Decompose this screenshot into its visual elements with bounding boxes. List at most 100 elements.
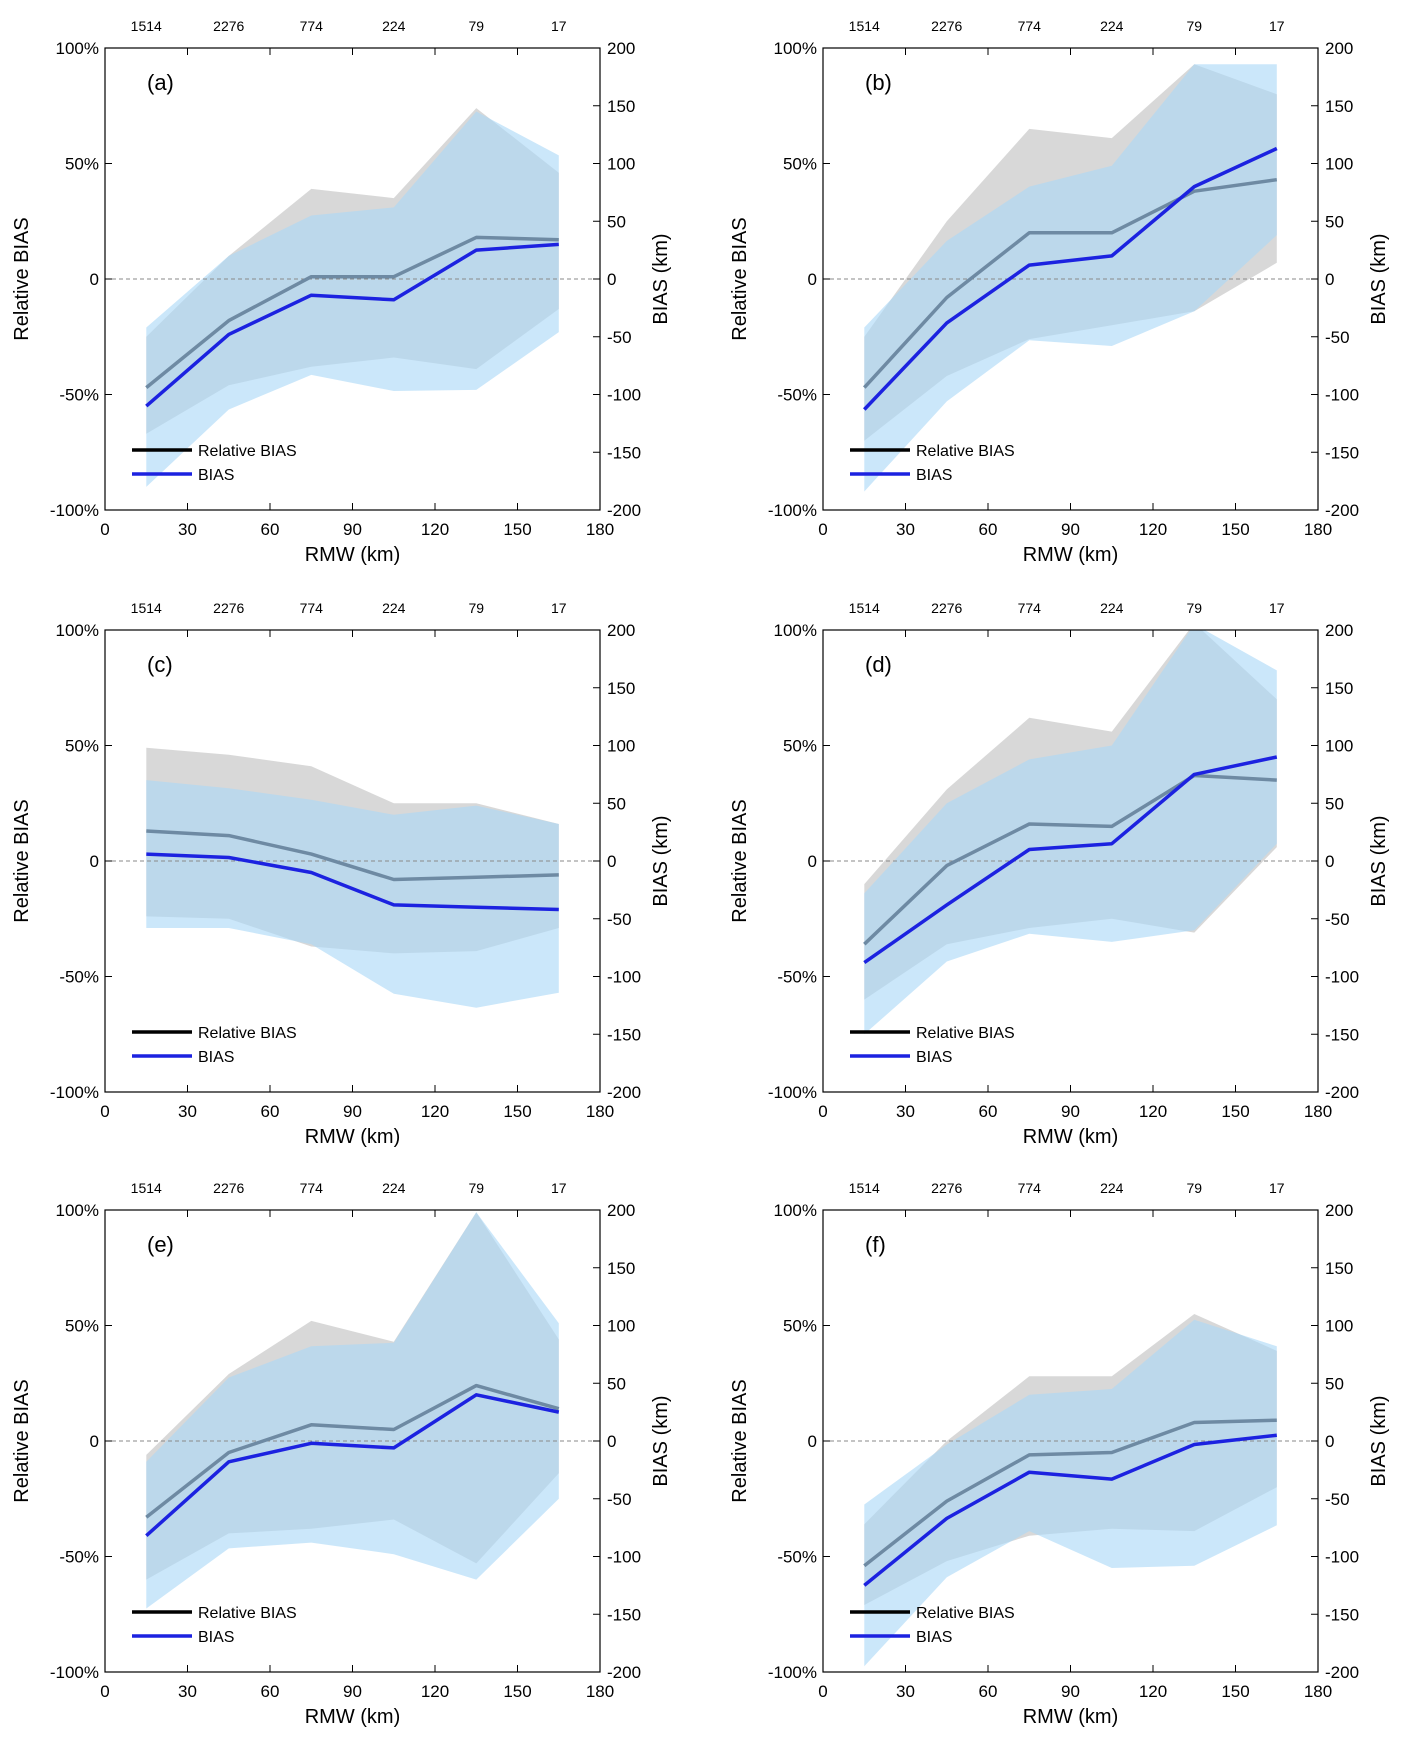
x-tick-label: 150	[1221, 520, 1249, 539]
right-tick-label: -50	[607, 910, 632, 929]
legend-label-bias: BIAS	[916, 467, 952, 484]
top-count-label: 79	[468, 1180, 484, 1196]
left-tick-label: 50%	[65, 155, 99, 174]
x-tick-label: 150	[503, 1102, 531, 1121]
legend: Relative BIAS BIAS	[132, 1605, 297, 1646]
top-count-label: 774	[1018, 18, 1042, 34]
legend-label-relative-bias: Relative BIAS	[198, 443, 297, 460]
top-count-label: 79	[1186, 600, 1202, 616]
top-count-label: 224	[382, 18, 406, 34]
x-tick-label: 30	[896, 1102, 915, 1121]
panel-b: 0 30 60 90 120 150 180 1514 2276 774 224 79 17 100% 50…	[729, 18, 1390, 566]
left-tick-label: -100%	[768, 1083, 817, 1102]
x-tick-label: 120	[421, 1102, 449, 1121]
bias-line	[863, 1433, 1277, 1587]
left-tick-label: 0	[808, 1432, 817, 1451]
bias-band	[864, 630, 1277, 1035]
plot-area	[105, 1212, 600, 1609]
top-count-label: 79	[468, 18, 484, 34]
x-tick-label: 30	[896, 520, 915, 539]
legend: Relative BIAS BIAS	[132, 1025, 297, 1066]
bias-line	[863, 755, 1278, 965]
x-tick-label: 180	[1304, 1682, 1332, 1701]
left-tick-label: 0	[90, 1432, 99, 1451]
x-tick-label: 120	[421, 520, 449, 539]
x-tick-label: 30	[178, 520, 197, 539]
panel-label: (e)	[147, 1232, 174, 1257]
right-tick-label: 200	[607, 621, 635, 640]
relative-bias-line	[145, 1383, 560, 1519]
right-tick-label: 100	[607, 155, 635, 174]
left-tick-label: 0	[90, 852, 99, 871]
right-tick-label: 0	[1325, 1432, 1334, 1451]
top-count-label: 2276	[931, 600, 962, 616]
top-count-label: 774	[1018, 1180, 1042, 1196]
bias-band	[146, 780, 559, 1008]
left-tick-label: 50%	[65, 1317, 99, 1336]
x-tick-label: 90	[1061, 520, 1080, 539]
x-axis-label: RMW (km)	[305, 544, 401, 566]
x-tick-label: 30	[178, 1102, 197, 1121]
right-tick-label: 200	[1325, 1201, 1353, 1220]
right-tick-label: 100	[1325, 737, 1353, 756]
x-tick-label: 60	[979, 1102, 998, 1121]
right-tick-label: 150	[607, 1259, 635, 1278]
top-count-label: 79	[468, 600, 484, 616]
right-tick-label: 0	[1325, 852, 1334, 871]
x-tick-label: 120	[1139, 1102, 1167, 1121]
top-count-label: 2276	[931, 18, 962, 34]
legend: Relative BIAS BIAS	[850, 1605, 1015, 1646]
right-tick-label: -200	[607, 1083, 641, 1102]
right-tick-label: -150	[1325, 1605, 1359, 1624]
left-tick-label: -100%	[768, 1663, 817, 1682]
relative-bias-line	[145, 235, 559, 389]
top-count-label: 224	[1100, 600, 1124, 616]
legend-label-relative-bias: Relative BIAS	[916, 1605, 1015, 1622]
y-axis-label-left: Relative BIAS	[729, 1379, 751, 1502]
bias-line	[863, 146, 1278, 411]
right-tick-label: -200	[607, 501, 641, 520]
panel-label: (f)	[865, 1232, 886, 1257]
left-tick-label: -100%	[768, 501, 817, 520]
y-axis-label-left: Relative BIAS	[729, 217, 751, 340]
left-tick-label: 100%	[774, 1201, 817, 1220]
left-tick-label: 50%	[783, 155, 817, 174]
bias-line	[146, 852, 559, 912]
right-tick-label: -150	[607, 443, 641, 462]
left-tick-label: -50%	[777, 968, 817, 987]
x-tick-label: 0	[818, 520, 827, 539]
top-count-label: 1514	[849, 18, 880, 34]
left-tick-label: 100%	[56, 621, 99, 640]
y-axis-label-right: BIAS (km)	[1368, 1395, 1390, 1486]
legend-label-relative-bias: Relative BIAS	[198, 1025, 297, 1042]
right-tick-label: -200	[607, 1663, 641, 1682]
bias-line	[145, 242, 559, 408]
x-tick-label: 0	[818, 1682, 827, 1701]
right-tick-label: -200	[1325, 1083, 1359, 1102]
x-tick-label: 60	[261, 520, 280, 539]
legend-label-relative-bias: Relative BIAS	[198, 1605, 297, 1622]
right-tick-label: 200	[607, 39, 635, 58]
right-tick-label: -50	[1325, 328, 1350, 347]
right-tick-label: 0	[607, 270, 616, 289]
top-count-label: 2276	[931, 1180, 962, 1196]
legend: Relative BIAS BIAS	[132, 443, 297, 484]
plot-area	[823, 64, 1318, 492]
legend-label-relative-bias: Relative BIAS	[916, 1025, 1015, 1042]
top-count-label: 17	[1269, 18, 1285, 34]
right-tick-label: 0	[607, 852, 616, 871]
y-axis-label-left: Relative BIAS	[11, 217, 33, 340]
right-tick-label: 100	[1325, 155, 1353, 174]
x-tick-label: 150	[1221, 1102, 1249, 1121]
y-axis-label-left: Relative BIAS	[11, 1379, 33, 1502]
right-tick-label: -200	[1325, 1663, 1359, 1682]
top-count-label: 17	[551, 18, 567, 34]
plot-area	[823, 630, 1318, 1035]
relative-bias-line	[146, 829, 559, 882]
top-count-label: 79	[1186, 18, 1202, 34]
right-tick-label: 50	[1325, 212, 1344, 231]
y-axis-label-right: BIAS (km)	[650, 1395, 672, 1486]
y-axis-label-right: BIAS (km)	[650, 233, 672, 324]
top-count-label: 2276	[213, 600, 244, 616]
top-count-label: 224	[1100, 1180, 1124, 1196]
